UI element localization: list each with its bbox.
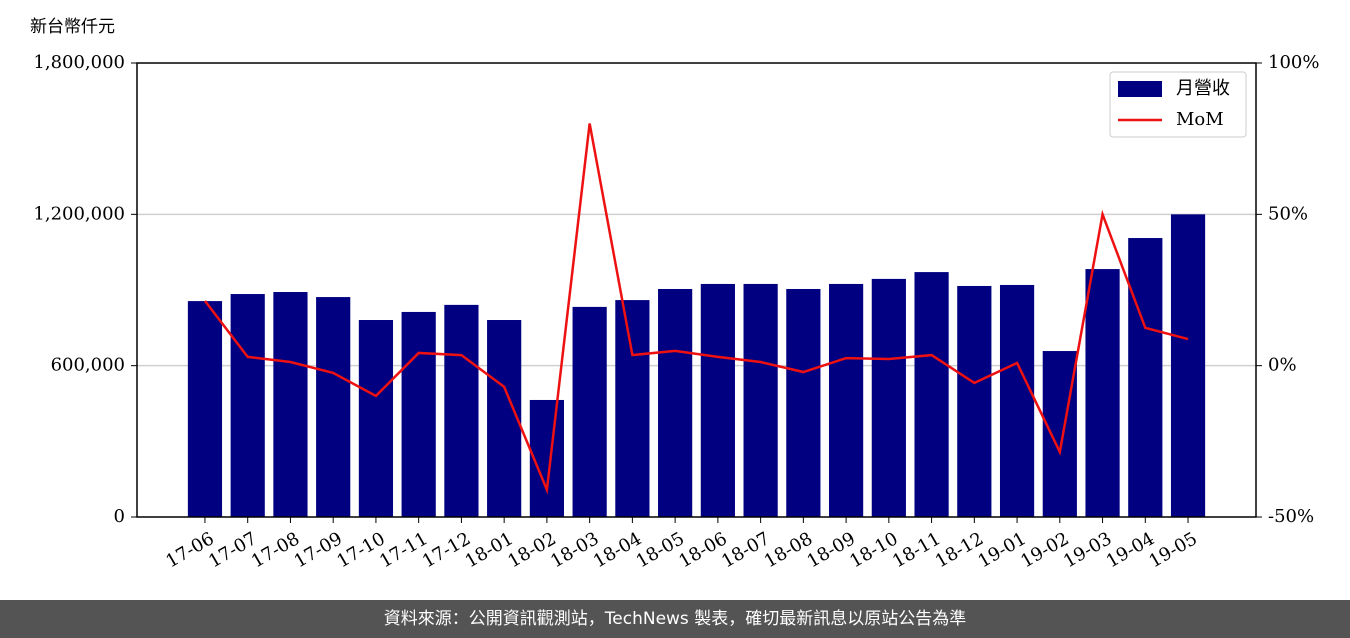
x-tick-label: 19-02	[1017, 528, 1072, 572]
bar	[487, 320, 522, 517]
x-tick-label: 17-09	[291, 528, 346, 572]
x-tick-label: 18-09	[804, 528, 859, 572]
bar	[444, 304, 479, 517]
x-tick-label: 18-08	[761, 528, 816, 572]
bar	[529, 399, 564, 517]
x-tick-label: 18-12	[932, 528, 987, 572]
x-tick-label: 18-01	[462, 528, 517, 572]
bar	[914, 272, 949, 517]
x-tick-label: 18-03	[547, 528, 602, 572]
x-tick-label: 18-07	[718, 528, 773, 572]
bar	[1170, 214, 1206, 518]
bar	[957, 285, 992, 517]
bar	[230, 294, 265, 517]
x-tick-label: 19-05	[1145, 528, 1200, 572]
x-tick-label: 18-05	[633, 528, 688, 572]
y-tick-label: 1,800,000	[33, 52, 125, 73]
bar	[572, 306, 607, 517]
x-tick-label: 19-04	[1103, 528, 1158, 572]
mom-line	[203, 123, 1189, 495]
legend-swatch	[1118, 81, 1162, 97]
bar	[187, 301, 223, 517]
x-tick-label: 18-02	[504, 528, 559, 572]
x-tick-label: 17-11	[376, 528, 431, 572]
y-tick-label: 0	[114, 506, 125, 527]
bar	[999, 284, 1035, 517]
y2-tick-label: 100%	[1268, 52, 1319, 73]
unit-label: 新台幣仟元	[30, 17, 115, 37]
footer: 資料來源：公開資訊觀測站，TechNews 製表，確切最新訊息以原站公告為準	[0, 600, 1350, 638]
bar	[829, 283, 864, 517]
x-tick-label: 18-06	[675, 528, 730, 572]
plot-frame	[136, 62, 1257, 518]
bar	[658, 288, 693, 517]
bar	[1085, 269, 1120, 517]
x-tick-label: 17-12	[419, 528, 474, 572]
legend: 月營收 MoM	[1109, 71, 1247, 138]
bar	[786, 288, 821, 517]
bar	[871, 278, 906, 517]
bar	[743, 283, 778, 517]
x-tick-label: 18-11	[889, 528, 944, 572]
x-tick-label: 17-08	[248, 528, 303, 572]
legend-label: MoM	[1176, 109, 1224, 130]
x-tick-label: 19-01	[975, 528, 1030, 572]
chart: 新台幣仟元 0 600,000 1,200,000 1,800,000 -50% 0% 50…	[30, 17, 1319, 572]
bar	[615, 300, 650, 517]
x-tick-label: 18-04	[590, 528, 645, 572]
bar	[401, 311, 436, 517]
x-tick-label: 17-10	[333, 528, 388, 572]
bar	[316, 297, 351, 517]
y-tick-label: 600,000	[51, 355, 125, 376]
bar	[1128, 238, 1163, 517]
bar	[700, 283, 735, 517]
y2-tick-label: -50%	[1268, 506, 1314, 527]
bar	[273, 292, 308, 517]
x-tick-label: 19-03	[1060, 528, 1115, 572]
bar	[1042, 351, 1077, 517]
x-tick-label: 17-07	[205, 528, 260, 572]
legend-label: 月營收	[1176, 78, 1230, 99]
y-tick-label: 1,200,000	[33, 203, 125, 224]
bar	[358, 320, 394, 517]
y2-tick-label: 0%	[1268, 355, 1297, 376]
y2-tick-label: 50%	[1268, 203, 1308, 224]
x-tick-label: 18-10	[846, 528, 901, 572]
x-tick-label: 17-06	[162, 528, 217, 572]
